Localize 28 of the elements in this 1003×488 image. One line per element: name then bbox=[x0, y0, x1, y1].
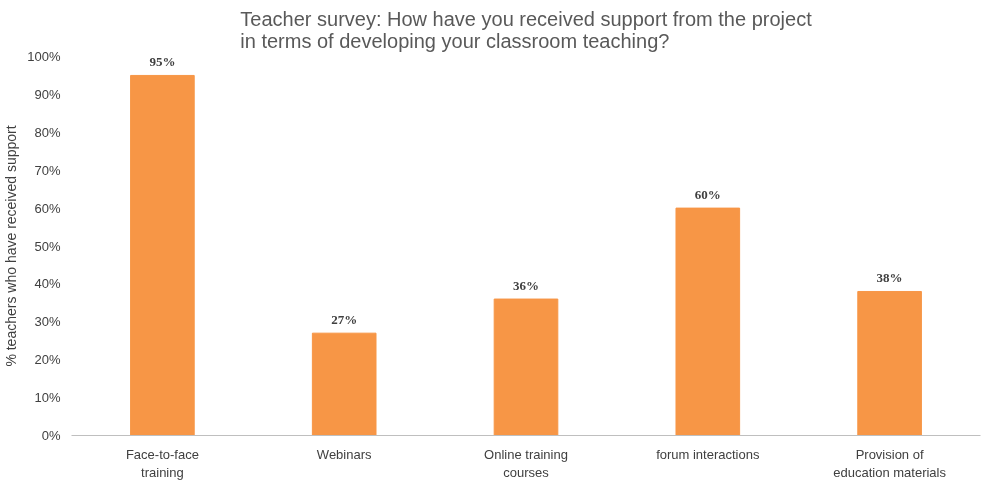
x-tick-label: forum interactions bbox=[656, 446, 760, 462]
y-tick-label: 70% bbox=[34, 162, 61, 178]
y-tick-label: 100% bbox=[27, 49, 61, 64]
y-tick-label: 0% bbox=[41, 428, 61, 443]
bar bbox=[857, 290, 922, 436]
data-label: 38% bbox=[876, 270, 903, 286]
chart-title: Teacher survey: How have you received support from the project in terms of developing your classroom teaching? bbox=[240, 7, 813, 52]
bar bbox=[675, 207, 741, 436]
y-tick-label: 30% bbox=[34, 314, 61, 330]
y-tick-label: 40% bbox=[34, 276, 61, 292]
y-axis-title: % teachers who have received support bbox=[3, 125, 20, 367]
y-tick-label: 20% bbox=[34, 352, 61, 368]
x-tick-label: Webinars bbox=[316, 446, 373, 462]
x-tick-label: Online training courses bbox=[484, 446, 568, 480]
bar bbox=[311, 332, 377, 436]
x-tick-label: Face-to-face training bbox=[125, 446, 199, 480]
x-tick-label: Provision of education materials bbox=[833, 446, 947, 480]
y-tick-label: 90% bbox=[34, 86, 61, 102]
data-label: 27% bbox=[331, 312, 358, 328]
data-label: 60% bbox=[694, 187, 721, 203]
y-tick-label: 10% bbox=[34, 390, 61, 406]
data-label: 95% bbox=[149, 54, 176, 70]
y-tick-label: 50% bbox=[34, 238, 61, 254]
y-tick-label: 60% bbox=[34, 200, 61, 216]
y-tick-label: 80% bbox=[34, 124, 61, 140]
data-label: 36% bbox=[513, 278, 539, 294]
bar bbox=[493, 298, 559, 436]
bar bbox=[130, 74, 195, 436]
